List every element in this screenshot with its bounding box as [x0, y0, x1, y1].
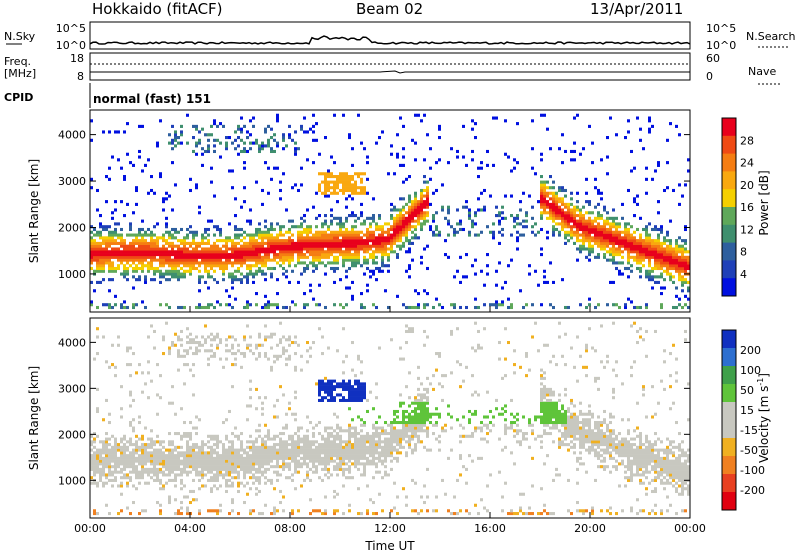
velocity-y-ticks: 1000 2000 3000 4000: [58, 336, 690, 487]
colorbar-tick-label: 12: [740, 223, 754, 236]
colorbar-tick-label: 28: [740, 134, 754, 147]
freq-tick-bot: 8: [77, 70, 84, 83]
power-heatmap: [90, 113, 690, 310]
velocity-panel: [90, 318, 690, 518]
colorbar-swatch: [722, 366, 736, 385]
colorbar-swatch: [722, 330, 736, 349]
power-colorbar-label: Power [dB]: [757, 170, 771, 235]
nave-tick-bot: 0: [706, 70, 713, 83]
y-tick-label: 4000: [58, 336, 86, 349]
nave-tick-top: 60: [706, 52, 720, 65]
nsky-tick-top-right: 10^5: [706, 22, 736, 35]
velocity-colorbar-label: Velocity [m s-1]: [756, 373, 771, 463]
nsky-label: N.Sky: [4, 30, 36, 43]
nsearch-label: N.Search: [746, 30, 796, 43]
y-tick-label: 2000: [58, 221, 86, 234]
colorbar-tick-label: -100: [740, 464, 765, 477]
velocity-colorbar: 200 100 50 15 -15 -50 -100 -200: [721, 329, 765, 511]
x-tick-label: 20:00: [574, 522, 606, 535]
cpid-label: CPID: [4, 91, 34, 104]
power-y-ticks: 1000 2000 3000 4000: [58, 129, 690, 281]
beam-label: Beam 02: [356, 0, 424, 18]
colorbar-swatch: [722, 420, 736, 439]
x-tick-label: 08:00: [274, 522, 306, 535]
nsky-tick-top-left: 10^5: [56, 22, 86, 35]
colorbar-tick-label: 15: [740, 404, 754, 417]
colorbar-swatch: [722, 224, 736, 244]
colorbar-swatch: [722, 118, 736, 137]
colorbar-tick-label: 50: [740, 384, 754, 397]
y-tick-label: 3000: [58, 382, 86, 395]
colorbar-swatch: [722, 278, 736, 297]
colorbar-tick-label: 200: [740, 344, 761, 357]
colorbar-tick-label: 24: [740, 157, 754, 170]
nsky-tick-bot-left: 10^0: [56, 39, 86, 52]
velocity-y-label: Slant Range [km]: [27, 366, 41, 470]
colorbar-tick-label: 100: [740, 364, 761, 377]
y-tick-label: 2000: [58, 428, 86, 441]
colorbar-swatch: [722, 492, 736, 511]
y-tick-label: 4000: [58, 129, 86, 142]
colorbar-tick-label: 16: [740, 201, 754, 214]
freq-label: Freq.: [4, 55, 32, 68]
y-tick-label: 1000: [58, 268, 86, 281]
colorbar-tick-label: -200: [740, 484, 765, 497]
nsky-strip: [89, 21, 691, 50]
colorbar-tick-label: 20: [740, 179, 754, 192]
nave-label: Nave: [748, 65, 777, 78]
colorbar-swatch: [722, 135, 736, 155]
x-tick-label: 00:00: [74, 522, 106, 535]
colorbar-tick-label: -15: [740, 424, 758, 437]
nsky-tick-bot-right: 10^0: [706, 39, 736, 52]
colorbar-swatch: [722, 189, 736, 208]
x-tick-label: 04:00: [174, 522, 206, 535]
velocity-heatmap: [90, 321, 690, 516]
power-y-label: Slant Range [km]: [27, 159, 41, 263]
date-label: 13/Apr/2011: [590, 0, 684, 18]
x-tick-label: 00:00: [674, 522, 706, 535]
colorbar-swatch: [722, 456, 736, 475]
cpid-text: normal (fast) 151: [93, 92, 211, 106]
colorbar-swatch: [722, 474, 736, 493]
colorbar-swatch: [722, 207, 736, 226]
colorbar-swatch: [722, 402, 736, 421]
colorbar-tick-label: 8: [740, 246, 747, 259]
colorbar-swatch: [722, 171, 736, 190]
nsky-line: [89, 35, 691, 45]
x-tick-label: 12:00: [374, 522, 406, 535]
x-tick-label: 16:00: [474, 522, 506, 535]
freq-line: [90, 70, 690, 74]
freq-strip: [89, 52, 691, 81]
power-colorbar: 28 24 20 16 12 8 4: [721, 117, 754, 297]
x-axis-ticks: 00:00 04:00 08:00 12:00 16:00 20:00 00:00: [74, 306, 706, 535]
colorbar-swatch: [722, 260, 736, 279]
freq-unit-label: [MHz]: [4, 67, 37, 80]
colorbar-swatch: [722, 384, 736, 403]
y-tick-label: 1000: [58, 474, 86, 487]
colorbar-tick-label: 4: [740, 268, 747, 281]
x-axis-label: Time UT: [364, 539, 415, 553]
radar-title: Hokkaido (fitACF): [92, 0, 223, 18]
colorbar-swatch: [722, 153, 736, 172]
freq-tick-top: 18: [70, 52, 84, 65]
y-tick-label: 3000: [58, 175, 86, 188]
colorbar-swatch: [722, 242, 736, 261]
colorbar-swatch: [722, 348, 736, 367]
colorbar-tick-label: -50: [740, 444, 758, 457]
colorbar-swatch: [722, 438, 736, 457]
